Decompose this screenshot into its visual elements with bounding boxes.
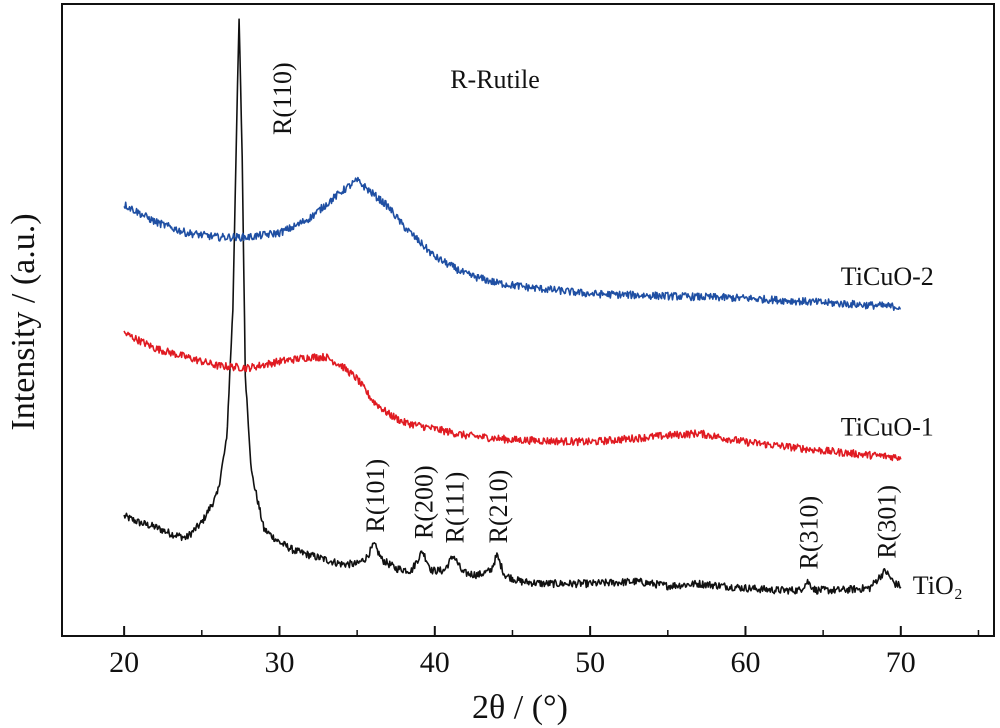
peak-label: R(110) xyxy=(268,62,297,135)
series-labels: TiO₂ TiCuO-1 TiCuO-2 xyxy=(841,262,963,600)
x-axis-ticks xyxy=(123,626,980,636)
plot-frame xyxy=(61,3,995,637)
x-tick-label: 60 xyxy=(730,646,760,679)
series-lines xyxy=(123,18,902,595)
peak-label: R(111) xyxy=(440,472,469,544)
x-tick-label: 30 xyxy=(264,646,294,679)
series-label: TiCuO-2 xyxy=(841,262,934,291)
x-axis-tick-labels: 20 30 40 50 60 70 xyxy=(109,646,916,679)
series-label: TiO₂ xyxy=(913,571,963,600)
series-line-3 xyxy=(123,176,902,312)
x-axis-title: 2θ / (°) xyxy=(472,689,568,726)
series-line-1 xyxy=(123,18,902,595)
rutile-note: R-Rutile xyxy=(450,65,540,94)
peak-label: R(301) xyxy=(872,485,901,559)
x-tick-label: 70 xyxy=(886,646,916,679)
peak-labels: R(110) R(101) R(200) R(111) R(210) R(310) R(30… xyxy=(268,62,901,569)
peak-label: R(101) xyxy=(361,459,390,533)
x-tick-label: 40 xyxy=(420,646,450,679)
x-tick-label: 20 xyxy=(109,646,139,679)
y-axis-title: Intensity / (a.u.) xyxy=(5,213,42,430)
peak-label: R(210) xyxy=(484,470,513,544)
series-line-2 xyxy=(123,330,902,462)
peak-label: R(310) xyxy=(795,496,824,570)
series-label: TiCuO-1 xyxy=(841,412,934,441)
x-tick-label: 50 xyxy=(575,646,605,679)
peak-label: R(200) xyxy=(409,465,438,539)
